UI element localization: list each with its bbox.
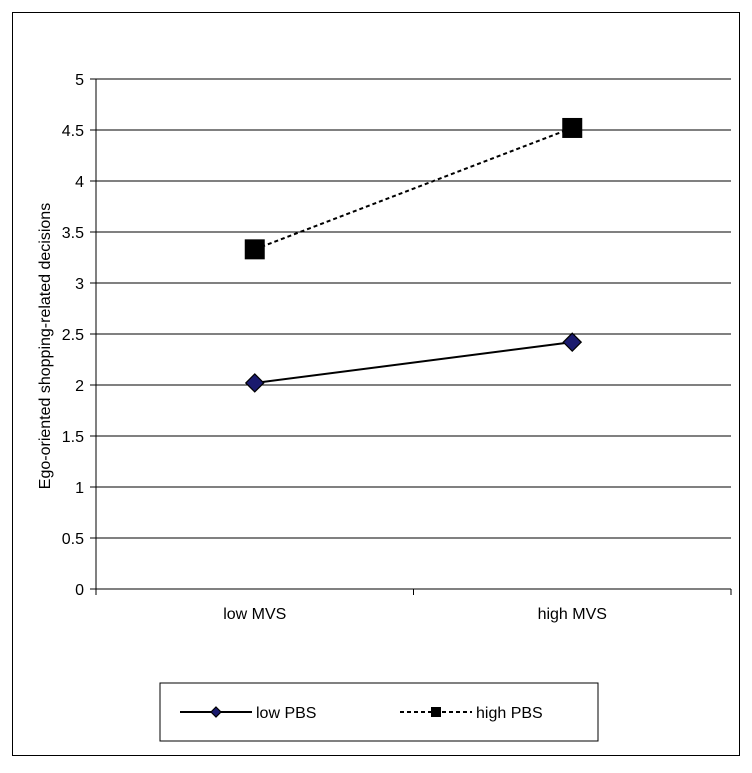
data-point bbox=[244, 373, 265, 393]
legend: low PBS high PBS bbox=[159, 682, 599, 742]
data-point bbox=[562, 117, 583, 138]
y-tick-label: 2 bbox=[75, 378, 84, 395]
series-layer bbox=[244, 117, 583, 393]
chart-frame: 0 0.5 1 1.5 2 2.5 3 3.5 4 4.5 5 low MVS high MVS Ego… bbox=[12, 12, 740, 756]
y-tick-label: 3.5 bbox=[62, 225, 84, 242]
y-tick-label: 4.5 bbox=[62, 123, 84, 140]
y-tick-label: 3 bbox=[75, 276, 84, 293]
legend-marker bbox=[431, 707, 441, 717]
legend-label: high PBS bbox=[476, 705, 543, 722]
y-axis-title: Ego-oriented shopping-related decisions bbox=[37, 203, 54, 489]
y-tick-label: 5 bbox=[75, 72, 84, 89]
legend-marker bbox=[210, 706, 222, 718]
x-tick-label: low MVS bbox=[223, 606, 286, 623]
series-line-high-pbs bbox=[254, 127, 573, 251]
series-line-low-pbs bbox=[254, 341, 573, 384]
y-tick-label: 4 bbox=[75, 174, 84, 191]
y-tick-label: 0.5 bbox=[62, 531, 84, 548]
axis-layer: 0 0.5 1 1.5 2 2.5 3 3.5 4 4.5 5 low MVS high MVS bbox=[62, 72, 732, 623]
legend-label: low PBS bbox=[256, 705, 316, 722]
y-tick-label: 1.5 bbox=[62, 429, 84, 446]
y-tick-label: 1 bbox=[75, 480, 84, 497]
x-tick-label: high MVS bbox=[538, 606, 607, 623]
data-point bbox=[562, 332, 583, 353]
data-point bbox=[244, 239, 265, 260]
y-tick-label: 0 bbox=[75, 582, 84, 599]
y-tick-label: 2.5 bbox=[62, 327, 84, 344]
grid-layer bbox=[96, 78, 731, 539]
chart-svg: 0 0.5 1 1.5 2 2.5 3 3.5 4 4.5 5 low MVS high MVS Ego… bbox=[37, 72, 732, 742]
